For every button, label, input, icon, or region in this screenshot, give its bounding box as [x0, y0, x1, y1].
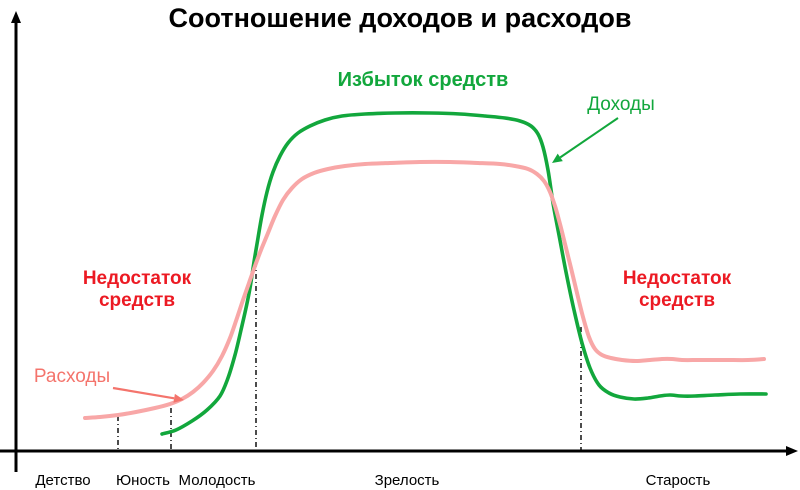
x-label-old-age: Старость	[645, 472, 711, 489]
deficit-right-line1: Недостаток	[622, 268, 732, 289]
y-axis-arrow-icon	[11, 11, 21, 23]
deficit-annotation-right: Недостаток средств	[623, 268, 731, 312]
expenses-series-label: Расходы	[33, 366, 111, 387]
deficit-left-line1: Недостаток	[82, 268, 192, 289]
income-arrow	[559, 117, 619, 159]
income-series-label: Доходы	[587, 94, 655, 115]
deficit-annotation-left: Недостаток средств	[83, 268, 191, 312]
curve-Расходы	[83, 159, 766, 420]
curve-Доходы	[160, 111, 768, 436]
x-label-youth: Юность	[116, 472, 170, 489]
axes	[0, 11, 798, 472]
chart-title: Соотношение доходов и расходов	[168, 3, 632, 33]
stage-divider-lines	[117, 262, 582, 451]
annotation-arrows	[112, 117, 619, 403]
income-arrow-head-icon	[552, 153, 563, 163]
deficit-right-line2: средств	[638, 290, 716, 311]
x-label-childhood: Детство	[35, 472, 91, 489]
surplus-annotation: Избыток средств	[337, 69, 509, 91]
expenses-arrow	[112, 386, 175, 400]
curves	[83, 111, 768, 436]
x-label-maturity: Зрелость	[374, 472, 440, 489]
deficit-left-line2: средств	[98, 290, 176, 311]
x-label-young-adulthood: Молодость	[178, 472, 256, 489]
expenses-arrow-head-icon	[173, 393, 184, 403]
x-axis-arrow-icon	[786, 446, 798, 456]
